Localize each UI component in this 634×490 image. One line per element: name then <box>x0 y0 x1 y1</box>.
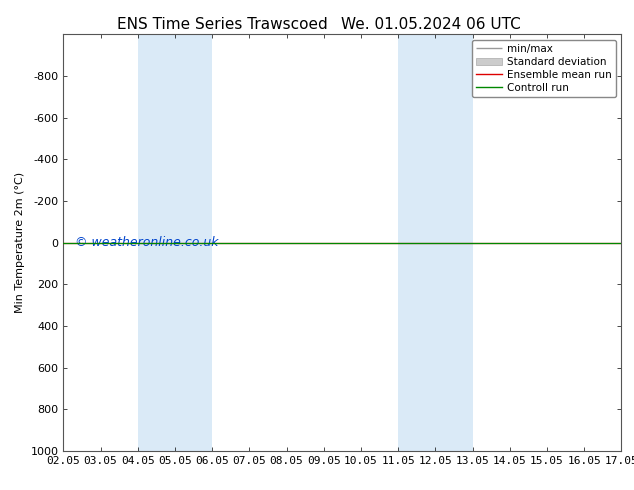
Text: © weatheronline.co.uk: © weatheronline.co.uk <box>75 236 218 249</box>
Bar <box>398 34 472 451</box>
Legend: min/max, Standard deviation, Ensemble mean run, Controll run: min/max, Standard deviation, Ensemble me… <box>472 40 616 97</box>
Y-axis label: Min Temperature 2m (°C): Min Temperature 2m (°C) <box>15 172 25 313</box>
Bar <box>138 34 212 451</box>
Text: We. 01.05.2024 06 UTC: We. 01.05.2024 06 UTC <box>341 17 521 32</box>
Text: ENS Time Series Trawscoed: ENS Time Series Trawscoed <box>117 17 327 32</box>
